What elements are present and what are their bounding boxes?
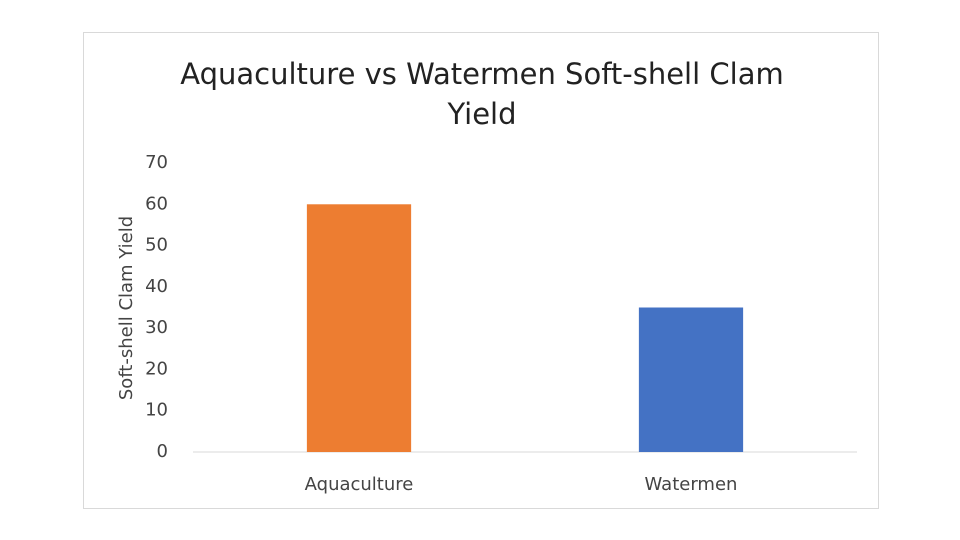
y-axis-label: Soft-shell Clam Yield	[116, 216, 137, 400]
y-tick-label: 70	[145, 152, 168, 173]
bar	[638, 307, 744, 452]
y-tick-label: 10	[145, 400, 168, 421]
chart-frame	[83, 32, 879, 509]
x-tick-label: Watermen	[645, 474, 738, 495]
y-tick-label: 40	[145, 276, 168, 297]
y-tick-label: 0	[157, 441, 168, 462]
chart-title: Aquaculture vs Watermen Soft-shell Clam …	[180, 57, 784, 131]
x-tick-label: Aquaculture	[305, 474, 414, 495]
y-tick-label: 50	[145, 235, 168, 256]
y-tick-label: 20	[145, 358, 168, 379]
y-tick-label: 60	[145, 193, 168, 214]
bar	[306, 204, 412, 452]
y-tick-label: 30	[145, 317, 168, 338]
